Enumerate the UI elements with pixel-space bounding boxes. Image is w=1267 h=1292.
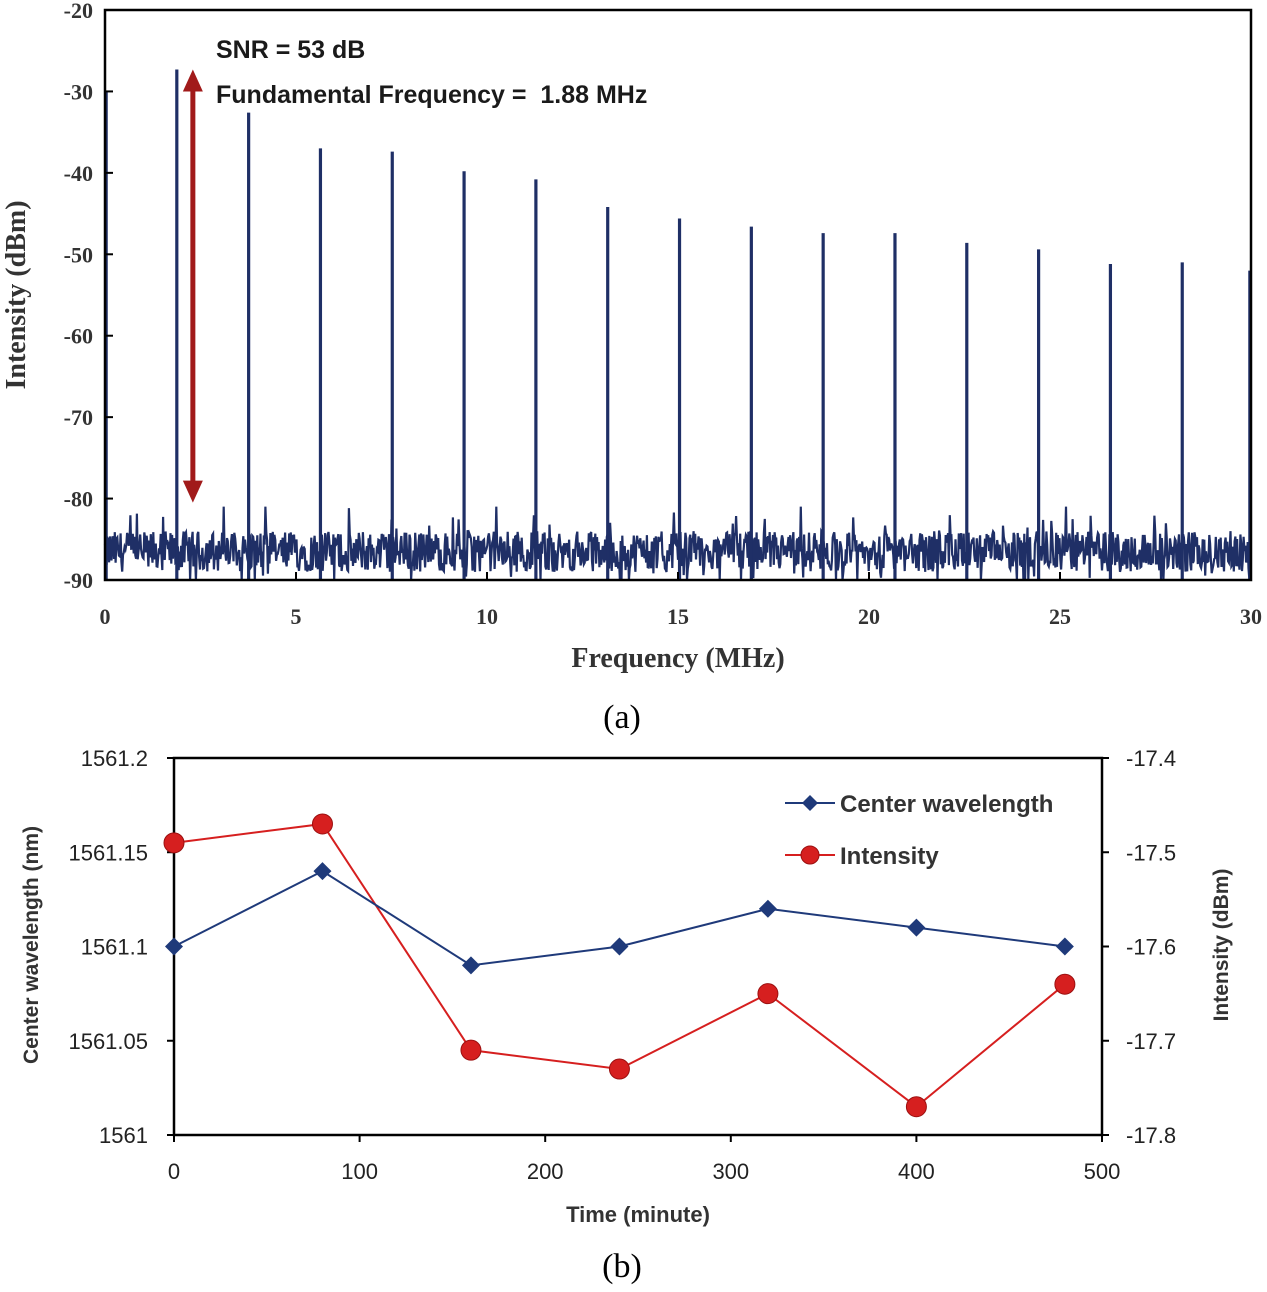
y-tick-label: -80 <box>64 487 93 512</box>
spectrum-series <box>103 69 1253 581</box>
y-tick-label: -40 <box>64 161 93 186</box>
center-wavelength-point <box>165 937 183 956</box>
intensity-point <box>1054 973 1076 995</box>
x-axis-label: Frequency (MHz) <box>571 643 784 674</box>
fundamental-frequency-annotation: Fundamental Frequency = 1.88 MHz <box>216 81 647 109</box>
legend-label-intensity: Intensity <box>840 843 939 870</box>
x-tick-label: 20 <box>858 604 880 629</box>
y-tick-label: -70 <box>64 405 93 430</box>
y-tick-label: -90 <box>64 568 93 593</box>
right-y-tick-label: -17.6 <box>1126 935 1176 960</box>
snr-arrow-head-top <box>182 69 203 92</box>
y-axis-label: Intensity (dBm) <box>1 200 32 389</box>
center-wavelength-point <box>758 899 777 918</box>
legend: Center wavelength Intensity <box>785 791 1053 870</box>
x-tick-label: 10 <box>476 604 498 629</box>
x-tick-label-b: 200 <box>527 1159 564 1184</box>
legend-marker-circle <box>800 845 820 865</box>
center-wavelength-point <box>313 862 332 881</box>
left-y-axis-label: Center wavelength (nm) <box>20 826 43 1064</box>
snr-arrow-head-bottom <box>182 480 203 503</box>
x-tick-label-b: 500 <box>1084 1159 1121 1184</box>
right-y-tick-label: -17.7 <box>1126 1029 1176 1054</box>
x-tick-label-b: 300 <box>712 1159 749 1184</box>
intensity-point <box>608 1058 630 1080</box>
left-y-tick-label: 1561.15 <box>68 840 148 865</box>
panel-a-label: (a) <box>603 699 641 736</box>
right-y-tick-label: -17.5 <box>1126 840 1176 865</box>
x-tick-label: 30 <box>1240 604 1262 629</box>
x-tick-label-b: 0 <box>168 1159 180 1184</box>
y-tick-label: -60 <box>64 324 93 349</box>
left-y-tick-label: 1561.1 <box>81 935 148 960</box>
x-axis-label-b: Time (minute) <box>566 1202 710 1227</box>
intensity-point <box>311 813 333 835</box>
center-wavelength-point <box>907 918 926 937</box>
right-y-axis-ticks: -17.4 -17.5 -17.6 -17.7 -17.8 <box>1102 746 1176 1148</box>
panel-a: -20 -30 -40 -50 -60 -70 -80 -90 0 5 10 15 20 25 30 SN… <box>1 0 1262 736</box>
left-y-tick-label: 1561.05 <box>68 1029 148 1054</box>
x-tick-label: 5 <box>291 604 302 629</box>
x-tick-label: 15 <box>667 604 689 629</box>
x-axis-ticks: 0 5 10 15 20 25 30 <box>100 572 1262 629</box>
snr-annotation: SNR = 53 dB <box>216 36 365 64</box>
center-wavelength-point <box>1055 937 1074 956</box>
intensity-point <box>460 1039 482 1061</box>
y-tick-label: -30 <box>64 79 93 104</box>
left-y-tick-label: 1561.2 <box>81 746 148 771</box>
legend-marker-diamond <box>802 795 818 811</box>
x-tick-label: 0 <box>100 604 111 629</box>
center-wavelength-point <box>461 956 480 975</box>
left-y-tick-label: 1561 <box>99 1123 148 1148</box>
x-tick-label-b: 400 <box>898 1159 935 1184</box>
right-y-tick-label: -17.4 <box>1126 746 1176 771</box>
y-tick-label: -50 <box>64 242 93 267</box>
x-axis-ticks-b: 0 100 200 300 400 500 <box>168 1135 1120 1184</box>
intensity-point <box>163 832 185 854</box>
right-y-tick-label: -17.8 <box>1126 1123 1176 1148</box>
intensity-point <box>757 983 779 1005</box>
x-tick-label-b: 100 <box>341 1159 378 1184</box>
right-y-axis-label: Intensity (dBm) <box>1210 869 1233 1022</box>
time-series <box>163 813 1076 1118</box>
intensity-point <box>905 1096 927 1118</box>
x-tick-label: 25 <box>1049 604 1071 629</box>
center-wavelength-point <box>610 937 629 956</box>
left-y-axis-ticks: 1561.2 1561.15 1561.1 1561.05 1561 <box>68 746 174 1148</box>
y-tick-label: -20 <box>64 0 93 23</box>
y-axis-ticks: -20 -30 -40 -50 -60 -70 -80 -90 <box>64 0 113 593</box>
legend-label-center-wavelength: Center wavelength <box>840 791 1053 818</box>
panel-b-label: (b) <box>602 1248 642 1285</box>
